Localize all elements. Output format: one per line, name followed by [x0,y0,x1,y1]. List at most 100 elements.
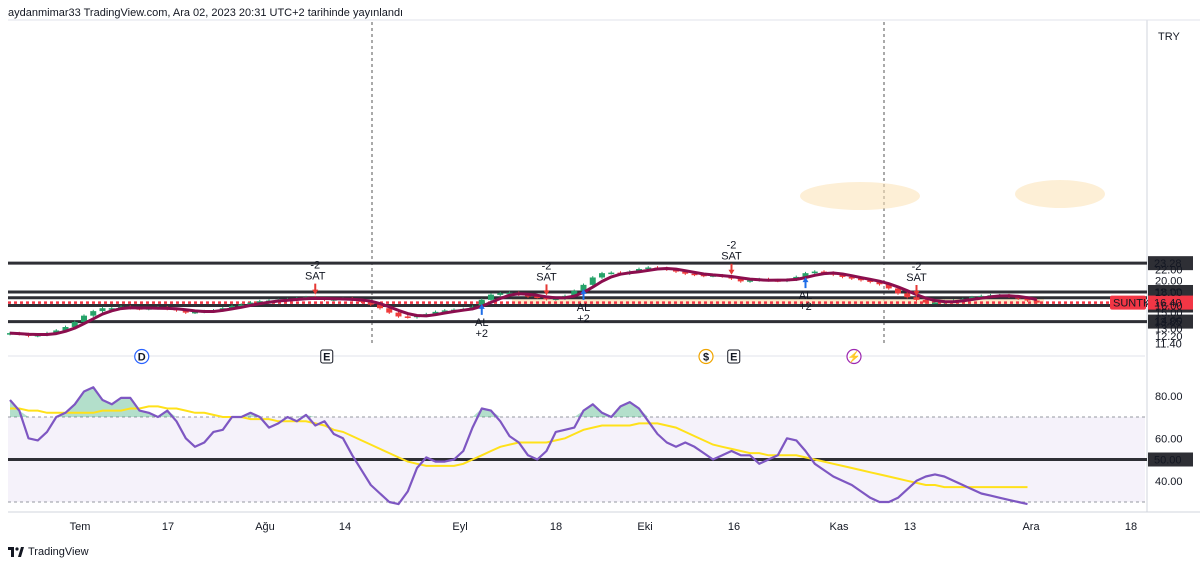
ma-line [9,267,1038,336]
support-zone-ellipse [1015,180,1105,208]
support-zone [512,180,1105,306]
signal-label: SAT [721,251,742,263]
time-tick: Kas [830,521,849,533]
candle [395,311,402,318]
candle-body [1033,300,1040,303]
level-label-bg [1148,256,1193,271]
price-tick: 15.00 [1155,308,1183,320]
time-tick: 16 [728,521,740,533]
buy-arrow-icon [802,277,809,289]
event-marker-dividend[interactable]: D [134,348,150,365]
candle [608,271,615,275]
candle-body [599,273,605,278]
event-marker-split[interactable]: $ [698,348,714,365]
candle-body [589,277,596,285]
candle-body [488,294,494,300]
signal-label: +2 [577,313,590,325]
signal-label: AL [577,302,590,314]
candle-body [645,267,652,270]
candle [81,314,87,324]
event-label: D [138,352,146,364]
candle-body [534,296,541,299]
sell-arrow-icon [312,283,319,295]
candle-body [839,274,846,277]
time-tick: 14 [339,521,351,533]
axes[interactable]: TRY 22.0020.0018.0016.0015.0014.0013.0012… [70,31,1183,533]
last-price-label: 16.40 [1154,298,1182,310]
rsi-tick: 40.00 [1155,476,1183,488]
sell-arrow-icon [543,284,550,296]
candle-body [895,288,901,294]
candle [599,271,605,279]
candle-body [238,304,245,307]
candle-body [386,308,393,313]
event-marker-earnings[interactable]: E [727,349,741,364]
candle [404,315,411,319]
candle-body [182,310,189,313]
candle-body [108,308,115,310]
time-tick: 18 [1125,521,1137,533]
candle [1033,299,1040,304]
candle-body [90,311,97,316]
time-tick: 17 [162,521,174,533]
candle-body [497,293,504,295]
signal-label: AL [475,317,488,329]
event-marker-event[interactable]: ⚡ [846,348,862,365]
rsi-midline-label: 50.00 [1154,455,1182,467]
candle-body [691,273,698,276]
event-marker-earnings[interactable]: E [320,349,334,364]
candle [488,293,494,302]
candle-body [608,272,615,275]
signal-al: AL+2 [475,303,488,340]
symbol-tag-bg [1110,295,1146,310]
event-markers[interactable]: D E $ E ⚡ [134,348,862,365]
signal-label: SAT [305,271,326,283]
candle-body [978,295,985,298]
candle [589,276,596,287]
rsi-tick: 60.00 [1155,433,1183,445]
price-tick: 13.00 [1155,324,1183,336]
signal-label: +2 [475,328,488,340]
candle-body [747,280,753,282]
rsi-midline-label-bg [1148,452,1193,467]
split-icon [698,348,714,365]
event-icon [846,348,862,365]
candle-body [395,312,402,317]
candle-body [367,301,374,305]
candle-body [922,299,929,303]
time-tick: Eyl [452,521,467,533]
grid [8,19,1200,513]
moving-average [9,267,1038,336]
signal-label: -2 [310,260,320,272]
sell-arrow-icon [728,263,735,275]
rsi-pane[interactable]: 50.00 [8,386,1193,506]
candle [108,306,115,310]
candle [904,292,911,299]
time-tick: 13 [904,521,916,533]
level-label: 23.28 [1154,258,1182,270]
candle-body [62,327,69,331]
dividend-icon [134,348,150,365]
level-label-bg [1148,314,1193,329]
rsi-line [9,386,1028,506]
rsi-overbought-fill [10,387,1028,417]
candle-body [876,281,883,285]
candle-body [256,301,263,303]
signal-al: AL+2 [799,277,812,313]
tradingview-brand[interactable]: TradingView [8,546,89,558]
price-tick: 16.00 [1155,300,1183,312]
candle-body [737,278,744,282]
price-tick: 11.40 [1155,339,1182,351]
signal-label: -2 [912,261,922,273]
candle-body [1024,298,1031,301]
candle-body [432,311,439,315]
candle-body [811,271,818,274]
event-label: E [730,352,737,364]
